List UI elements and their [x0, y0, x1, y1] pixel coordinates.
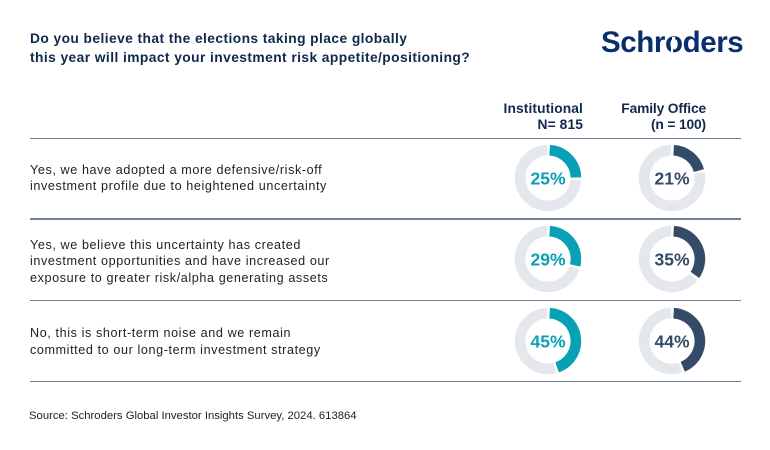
svg-text:45%: 45%	[530, 332, 565, 352]
svg-text:29%: 29%	[530, 250, 565, 270]
svg-text:25%: 25%	[530, 168, 565, 188]
svg-text:21%: 21%	[654, 168, 689, 188]
svg-text:44%: 44%	[654, 332, 689, 352]
svg-text:35%: 35%	[654, 250, 689, 270]
